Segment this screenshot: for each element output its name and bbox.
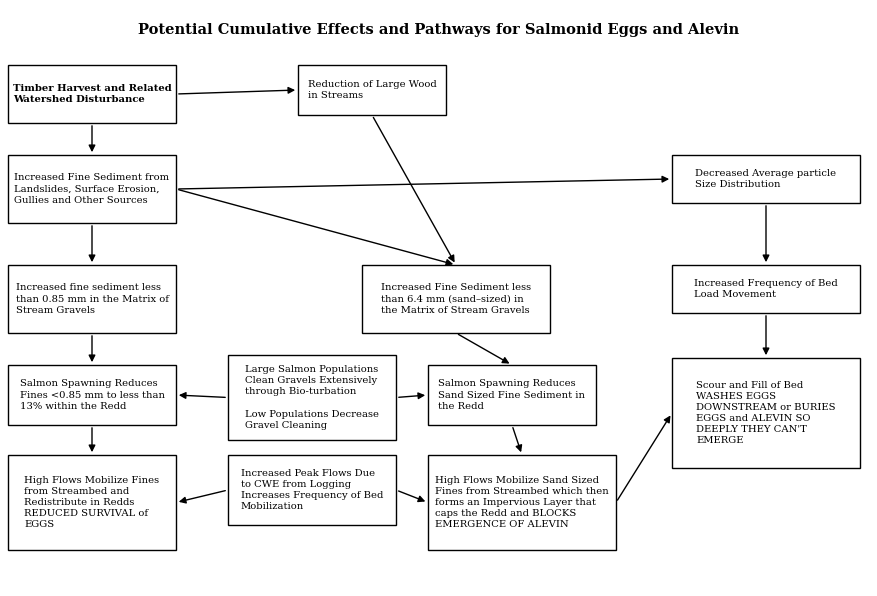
Bar bbox=[671, 358, 859, 468]
Text: Increased fine sediment less
than 0.85 mm in the Matrix of
Stream Gravels: Increased fine sediment less than 0.85 m… bbox=[16, 284, 168, 315]
Text: Salmon Spawning Reduces
Fines <0.85 mm to less than
13% within the Redd: Salmon Spawning Reduces Fines <0.85 mm t… bbox=[19, 380, 164, 411]
Bar bbox=[228, 455, 396, 525]
Bar bbox=[8, 65, 175, 123]
Text: Potential Cumulative Effects and Pathways for Salmonid Eggs and Alevin: Potential Cumulative Effects and Pathway… bbox=[139, 23, 738, 37]
Text: Large Salmon Populations
Clean Gravels Extensively
through Bio-turbation

Low Po: Large Salmon Populations Clean Gravels E… bbox=[245, 365, 379, 430]
Bar bbox=[671, 155, 859, 203]
Bar bbox=[228, 355, 396, 440]
Text: Increased Fine Sediment from
Landslides, Surface Erosion,
Gullies and Other Sour: Increased Fine Sediment from Landslides,… bbox=[14, 173, 169, 204]
Bar bbox=[427, 455, 616, 550]
Bar bbox=[427, 365, 595, 425]
Text: Salmon Spawning Reduces
Sand Sized Fine Sediment in
the Redd: Salmon Spawning Reduces Sand Sized Fine … bbox=[438, 380, 585, 411]
Bar bbox=[361, 265, 549, 333]
Text: Scour and Fill of Bed
WASHES EGGS
DOWNSTREAM or BURIES
EGGS and ALEVIN SO
DEEPLY: Scour and Fill of Bed WASHES EGGS DOWNST… bbox=[695, 381, 835, 445]
Bar bbox=[8, 455, 175, 550]
Bar bbox=[8, 265, 175, 333]
Text: High Flows Mobilize Fines
from Streambed and
Redistribute in Redds
REDUCED SURVI: High Flows Mobilize Fines from Streambed… bbox=[25, 476, 160, 529]
Text: Timber Harvest and Related
Watershed Disturbance: Timber Harvest and Related Watershed Dis… bbox=[12, 84, 171, 104]
Bar bbox=[8, 365, 175, 425]
Bar bbox=[297, 65, 446, 115]
Text: Increased Frequency of Bed
Load Movement: Increased Frequency of Bed Load Movement bbox=[694, 279, 837, 299]
Bar bbox=[8, 155, 175, 223]
Text: Decreased Average particle
Size Distribution: Decreased Average particle Size Distribu… bbox=[695, 169, 836, 189]
Text: Increased Peak Flows Due
to CWE from Logging
Increases Frequency of Bed
Mobiliza: Increased Peak Flows Due to CWE from Log… bbox=[240, 469, 382, 511]
Text: Increased Fine Sediment less
than 6.4 mm (sand–sized) in
the Matrix of Stream Gr: Increased Fine Sediment less than 6.4 mm… bbox=[381, 284, 531, 315]
Bar bbox=[671, 265, 859, 313]
Text: High Flows Mobilize Sand Sized
Fines from Streambed which then
forms an Impervio: High Flows Mobilize Sand Sized Fines fro… bbox=[435, 476, 608, 529]
Text: Reduction of Large Wood
in Streams: Reduction of Large Wood in Streams bbox=[307, 80, 436, 100]
